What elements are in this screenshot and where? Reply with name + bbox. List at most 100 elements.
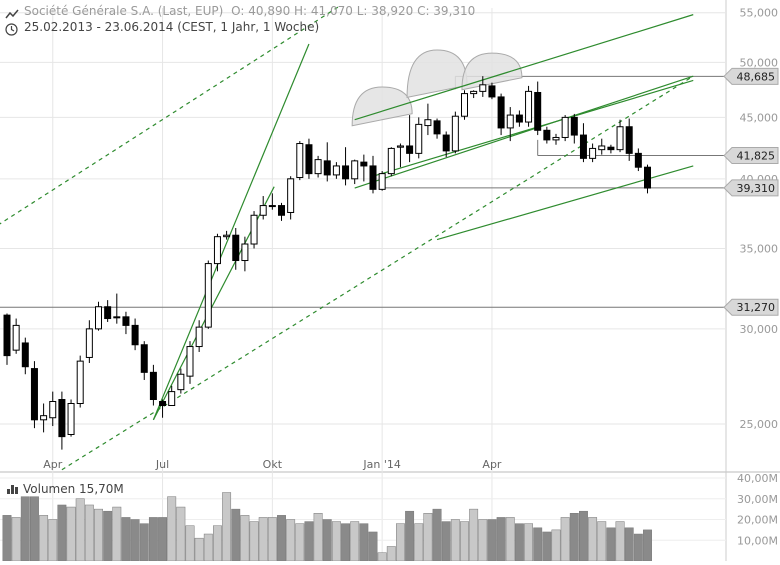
volume-bar <box>331 521 341 562</box>
candle-body <box>323 160 331 176</box>
volume-bar <box>460 521 469 562</box>
time-tick-label: Apr <box>43 458 63 471</box>
volume-bar <box>130 519 140 562</box>
candle-body <box>159 400 167 407</box>
volume-bar <box>240 515 250 562</box>
candle-body <box>461 93 468 117</box>
volume-bar <box>185 525 195 562</box>
level-price-tag <box>723 179 779 197</box>
volume-bar <box>66 506 76 562</box>
candle-body <box>634 152 642 168</box>
candle-body <box>104 306 112 320</box>
candle-body <box>49 400 57 419</box>
price-tick-label: 45,000 <box>740 111 779 124</box>
candle-body <box>131 324 139 346</box>
bar-chart-icon-bar <box>7 489 10 494</box>
volume-bar <box>11 517 21 562</box>
volume-bar <box>524 523 533 562</box>
candle-body <box>561 116 569 138</box>
volume-bar <box>579 510 588 562</box>
volume-bar <box>30 496 39 562</box>
bar-chart-icon-bar <box>15 487 18 494</box>
time-tick-label: Okt <box>263 458 283 471</box>
volume-bar <box>368 531 378 562</box>
volume-bar <box>213 525 222 562</box>
volume-bar <box>606 527 616 562</box>
volume-bar <box>75 498 85 562</box>
volume-bar <box>121 517 131 562</box>
volume-bar <box>533 527 543 562</box>
volume-bar <box>569 513 579 562</box>
price-tick-label: 50,000 <box>740 56 779 69</box>
bar-chart-icon <box>7 485 18 494</box>
volume-bar <box>341 523 351 562</box>
volume-bar <box>57 504 67 562</box>
pattern-arc <box>461 52 523 91</box>
volume-bar <box>48 519 58 562</box>
candle-body <box>67 402 75 435</box>
candle-body <box>213 236 221 265</box>
candle-body <box>21 342 29 368</box>
candle-body <box>579 134 587 159</box>
volume-bar <box>551 529 561 562</box>
volume-bar <box>496 517 506 562</box>
trend-line <box>354 14 694 121</box>
candle-body <box>433 120 441 135</box>
volume-bar <box>514 523 524 562</box>
candle-body <box>40 415 48 421</box>
candle-body <box>387 147 395 175</box>
candle-body <box>342 165 350 180</box>
candle-body <box>552 136 560 141</box>
candle-body <box>525 90 533 123</box>
volume-bar <box>84 504 94 562</box>
candle-body <box>415 123 423 154</box>
volume-tick-label: 10,00M <box>737 534 778 547</box>
volume-bar <box>588 517 598 562</box>
volume-bar <box>203 533 213 562</box>
ohlc-values: O: 40,890 H: 41,070 L: 38,920 C: 39,310 <box>231 4 476 18</box>
candle-body <box>369 165 377 190</box>
volume-bar <box>2 515 12 562</box>
candle-body <box>305 144 313 175</box>
volume-bar <box>103 510 113 562</box>
volume-bar <box>94 508 103 562</box>
level-price-tag <box>723 298 779 316</box>
trend-line <box>61 75 694 471</box>
pattern-arc <box>406 49 468 98</box>
instrument-header: Société Générale S.A. (Last, EUP) O: 40,… <box>24 4 475 18</box>
candle-body <box>232 234 240 262</box>
candle-body <box>186 346 194 377</box>
trend-line <box>354 75 694 189</box>
trend-line <box>0 4 342 225</box>
price-tick-label: 55,000 <box>740 7 779 20</box>
trend-line <box>372 79 694 177</box>
candle-body <box>204 263 212 328</box>
volume-bar <box>322 519 332 562</box>
volume-label: Volumen 15,70M <box>23 482 124 496</box>
volume-bar <box>597 521 607 562</box>
pattern-arc <box>351 86 413 127</box>
candle-body <box>396 145 404 148</box>
candle-body <box>122 316 130 326</box>
volume-bar <box>112 506 122 562</box>
candle-body <box>351 160 359 180</box>
volume-bar <box>432 508 442 562</box>
instrument-title: Société Générale S.A. (Last, EUP) <box>24 4 224 18</box>
candle-body <box>85 328 93 358</box>
trend-line <box>152 43 310 421</box>
volume-bar <box>20 496 30 562</box>
volume-bar <box>258 517 268 562</box>
price-tick-label: 35,000 <box>740 242 779 255</box>
candle-body <box>598 145 606 151</box>
level-price-tag <box>723 147 779 165</box>
volume-bar <box>450 519 460 562</box>
volume-tick-label: 40,00M <box>737 472 778 485</box>
candle-body <box>570 116 578 136</box>
candle-body <box>625 126 633 154</box>
volume-bar <box>359 523 369 562</box>
price-tick-label: 25,000 <box>740 418 779 431</box>
candle-body <box>76 360 84 404</box>
candle-body <box>241 243 249 262</box>
level-price-label: 31,270 <box>737 301 776 314</box>
volume-bar <box>542 531 552 562</box>
